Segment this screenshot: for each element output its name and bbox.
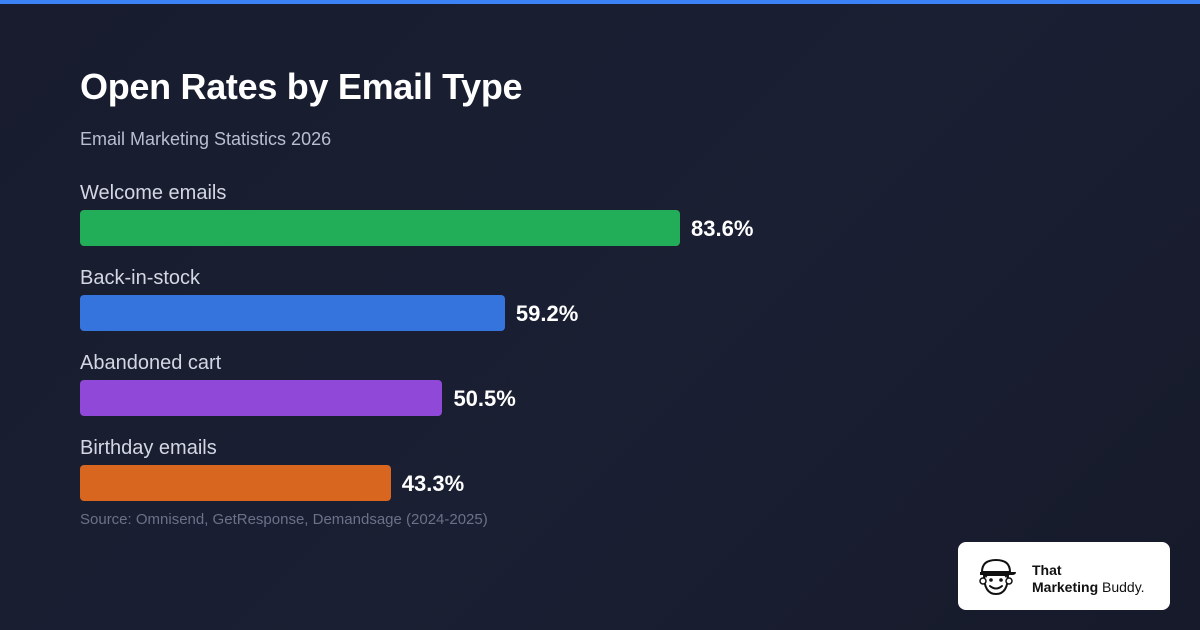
- bar-row: Abandoned cart 50.5%: [80, 352, 1080, 432]
- bar-value-label: 43.3%: [401, 471, 465, 496]
- bar-category-label: Welcome emails: [80, 182, 227, 204]
- chart-subtitle: Email Marketing Statistics 2026: [80, 129, 332, 149]
- brand-name-line2: Marketing Buddy.: [1032, 579, 1145, 595]
- bar-value-label: 50.5%: [453, 386, 516, 411]
- top-accent-bar: [0, 0, 1200, 4]
- bar: [80, 380, 443, 416]
- bar-category-label: Birthday emails: [80, 437, 217, 459]
- brand-badge[interactable]: That Marketing Buddy.: [958, 542, 1170, 610]
- bar: [80, 295, 505, 331]
- bar-value-label: 83.6%: [691, 216, 754, 241]
- bar-row: Back-in-stock 59.2%: [80, 267, 1080, 347]
- brand-name-line1: That: [1032, 562, 1062, 578]
- bar-row: Welcome emails 83.6%: [80, 182, 1080, 262]
- brand-name-bold: Marketing: [1032, 579, 1099, 595]
- brand-name-rest: Buddy.: [1098, 579, 1145, 595]
- bar-value-label: 59.2%: [515, 301, 579, 326]
- chart-source: Source: Omnisend, GetResponse, Demandsag…: [80, 511, 488, 528]
- bar: [80, 465, 391, 501]
- bar: [80, 210, 680, 246]
- bar-row: Birthday emails 43.3%: [80, 437, 1080, 517]
- bar-category-label: Abandoned cart: [80, 352, 222, 374]
- chart-title: Open Rates by Email Type: [80, 66, 523, 107]
- cartoon-face-icon: [979, 558, 1016, 596]
- bar-category-label: Back-in-stock: [80, 267, 201, 289]
